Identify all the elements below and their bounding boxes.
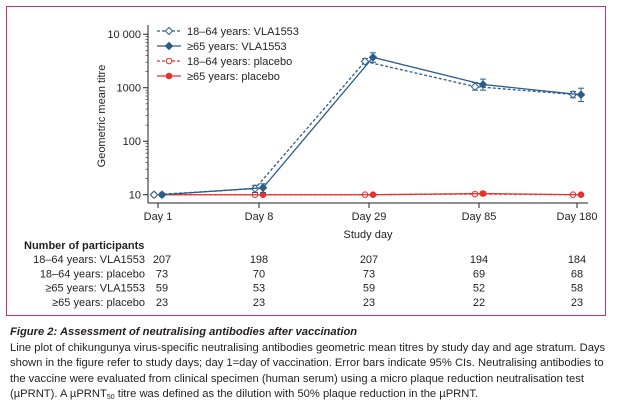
participants-count: 207 [153,254,171,266]
caption-title-text: Assessment of neutralising antibodies af… [57,326,358,338]
participants-row-label: ≥65 years: placebo [52,297,145,309]
participants-heading: Number of participants [24,240,144,252]
participants-count: 198 [250,254,268,266]
data-point [576,90,586,100]
data-point [149,190,159,200]
x-tick-label: Day 29 [352,211,387,223]
data-point [368,53,378,62]
participants-count: 22 [473,297,485,309]
legend-marker [164,26,174,36]
x-tick-label: Day 85 [462,211,497,223]
legend-marker [164,41,174,51]
participants-count: 70 [253,268,265,280]
caption-title: Figure 2: Assessment of neutralising ant… [10,326,357,338]
x-tick-label: Day 8 [245,211,274,223]
participants-count: 52 [473,283,485,295]
participants-count: 23 [156,297,168,309]
participants-count: 68 [571,268,583,280]
legend-label: 18–64 years: placebo [187,56,292,68]
legend-label: ≥65 years: VLA1553 [187,41,287,53]
participants-count: 73 [363,268,375,280]
x-tick-label: Day 180 [557,211,598,223]
y-tick-label: 10 [129,190,141,202]
participants-row-label: 18–64 years: placebo [40,268,145,280]
participants-count: 184 [568,254,586,266]
data-point [577,191,585,199]
participants-count: 59 [156,283,168,295]
caption-subscript: 50 [106,394,115,401]
participants-row-label: ≥65 years: VLA1553 [45,283,145,295]
data-point [258,183,268,193]
figure-frame [6,6,606,316]
participants-count: 69 [473,268,485,280]
y-tick-label: 1000 [117,83,141,95]
figure-caption: Figure 2: Assessment of neutralising ant… [10,325,616,403]
y-tick-label: 100 [123,136,141,148]
data-point [479,190,487,197]
legend-marker [165,72,173,80]
legend-label: 18–64 years: VLA1553 [187,26,299,38]
data-point [157,190,167,200]
legend-label: ≥65 years: placebo [187,71,280,83]
data-point [478,80,488,89]
participants-count: 23 [363,297,375,309]
participants-count: 23 [253,297,265,309]
y-axis-title: Geometric mean titre [96,65,108,168]
participants-count: 59 [363,283,375,295]
participants-count: 194 [470,254,488,266]
y-tick-label: 10 000 [107,29,141,41]
participants-count: 73 [156,268,168,280]
x-axis-title: Study day [344,229,393,241]
participants-count: 58 [571,283,583,295]
participants-count: 53 [253,283,265,295]
data-point [369,191,377,199]
line-chart: 10 100 1000 10 000 Day 1 Day 8 Day 29 Day 85 Day… [24,25,598,309]
caption-body-2: titre was defined as the dilution with 5… [114,388,479,400]
x-tick-label: Day 1 [144,211,173,223]
participants-count: 23 [571,297,583,309]
participants-row-label: 18–64 years: VLA1553 [33,254,145,266]
caption-figure-label: Figure 2: [10,326,58,338]
participants-count: 207 [360,254,378,266]
data-point [470,82,480,91]
legend-marker [165,57,173,65]
caption-body-1: Line plot of chikungunya virus-specific … [10,341,606,401]
data-point [360,57,370,66]
